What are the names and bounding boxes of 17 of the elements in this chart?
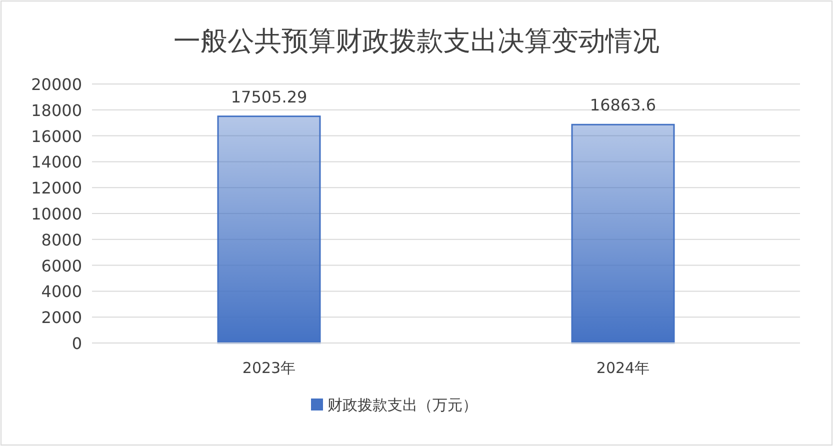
- data-label: 17505.29: [230, 87, 308, 106]
- chart-title: 一般公共预算财政拨款支出决算变动情况: [174, 26, 660, 57]
- y-tick-label: 4000: [41, 282, 82, 302]
- y-tick-label: 6000: [41, 256, 82, 276]
- y-tick-label: 8000: [41, 230, 82, 250]
- x-tick-label: 2024年: [596, 359, 650, 377]
- y-tick-label: 18000: [31, 100, 82, 120]
- y-tick-label: 10000: [31, 204, 82, 224]
- y-tick-label: 12000: [31, 178, 82, 198]
- y-tick-label: 14000: [31, 152, 82, 172]
- y-tick-label: 16000: [31, 126, 82, 146]
- x-tick-label: 2023年: [242, 359, 296, 377]
- y-tick-label: 20000: [31, 75, 82, 94]
- y-tick-label: 2000: [41, 308, 82, 328]
- legend-label: 财政拨款支出（万元）: [328, 396, 478, 414]
- data-label: 16863.6: [590, 96, 656, 115]
- y-tick-label: 0: [72, 334, 82, 353]
